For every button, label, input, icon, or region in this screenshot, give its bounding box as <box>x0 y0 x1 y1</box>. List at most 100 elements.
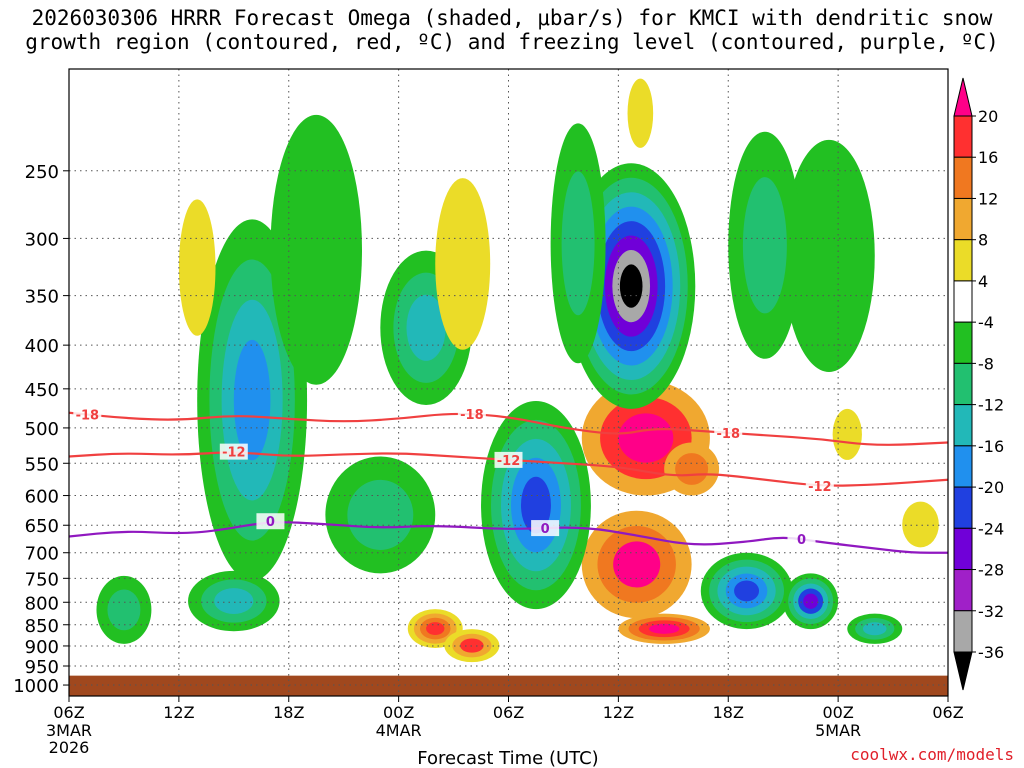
y-tick-label-750: 750 <box>25 569 59 590</box>
colorbar-segment-10 <box>953 486 973 529</box>
y-tick-label-550: 550 <box>25 454 59 475</box>
omega-sink-dawn-upper <box>728 131 802 359</box>
colorbar-segment-13 <box>953 610 973 653</box>
colorbar-segment-7 <box>953 362 973 406</box>
freezing-level-0-label-2: 0 <box>797 533 806 548</box>
omega-rise-top-level-0 <box>627 78 654 148</box>
omega-rise-4mar-low-level-3 <box>426 622 445 636</box>
credit-text: coolwx.com/models <box>850 745 1014 764</box>
colorbar-segment-5 <box>953 280 973 323</box>
omega-rise-east <box>664 442 720 496</box>
dgz-minus-12-label-1: -12 <box>497 454 521 469</box>
y-tick-label-600: 600 <box>25 487 59 508</box>
colorbar-segment-11 <box>953 527 973 571</box>
colorbar-label-0: 20 <box>978 107 998 126</box>
dgz-minus-12-label-bg-1 <box>494 451 523 468</box>
omega-sink-4mar-lower <box>325 456 436 574</box>
x-tick-label-6: 18Z <box>713 703 744 722</box>
omega-rise-early-upper-level-0 <box>178 199 216 336</box>
x-tick-label-7: 00Z <box>822 703 853 722</box>
omega-sink-dawn-upper-level-1 <box>742 177 787 314</box>
dgz-minus-12-label-bg-0 <box>219 443 248 460</box>
chart-title-line-2: growth region (contoured, red, ºC) and f… <box>25 30 999 54</box>
y-tick-label-950: 950 <box>25 657 59 678</box>
omega-rise-top <box>627 78 654 148</box>
colorbar-segment-3 <box>953 197 973 241</box>
omega-sink-afternoon-level-4 <box>734 580 760 602</box>
y-tick-label-700: 700 <box>25 544 59 565</box>
colorbar-label-5: -4 <box>978 313 994 332</box>
omega-rise-early-upper <box>178 199 216 336</box>
omega-sink-midday <box>481 400 591 610</box>
y-tick-label-850: 850 <box>25 616 59 637</box>
omega-sink-late-low-level-2 <box>862 622 887 636</box>
colorbar-segment-1 <box>953 115 973 158</box>
omega-sink-upper-east <box>550 123 606 364</box>
colorbar-segment-2 <box>953 156 973 199</box>
omega-strong-rise-core-level-2 <box>618 413 674 463</box>
freezing-level-0-label-0: 0 <box>266 515 275 530</box>
dgz-minus-18-label-bg-0 <box>73 406 102 423</box>
y-tick-label-400: 400 <box>25 336 59 357</box>
omega-rise-east-level-1 <box>675 453 709 485</box>
dgz-minus-18-label-2: -18 <box>717 427 741 442</box>
x-date-label-0: 3MAR <box>46 721 92 740</box>
x-tick-label-1: 12Z <box>163 703 194 722</box>
omega-sink-late-low <box>847 613 903 644</box>
x-axis-label: Forecast Time (UTC) <box>417 748 598 768</box>
omega-sink-midday-level-4 <box>520 476 551 534</box>
omega-rise-lower-core <box>581 510 692 619</box>
omega-rise-4mar-upper-level-0 <box>435 178 491 350</box>
y-tick-label-250: 250 <box>25 162 59 183</box>
omega-rise-right-upper-level-0 <box>832 408 862 460</box>
omega-sink-morning-lower <box>188 570 280 632</box>
x-tick-label-4: 06Z <box>493 703 524 722</box>
colorbar-label-6: -8 <box>978 354 994 373</box>
dgz-minus-18-label-bg-1 <box>457 406 486 423</box>
omega-rise-4mar-upper <box>435 178 491 350</box>
colorbar-segment-12 <box>953 569 973 612</box>
omega-sink-early-tall-level-3 <box>233 339 271 461</box>
x-tick-label-3: 00Z <box>383 703 414 722</box>
colorbar-label-12: -32 <box>978 602 1004 621</box>
x-tick-label-8: 06Z <box>932 703 963 722</box>
x-date-label-7: 5MAR <box>815 721 861 740</box>
omega-sink-late-upper <box>783 139 875 372</box>
omega-rise-lower-core-level-2 <box>613 541 661 588</box>
x-year-label-0: 2026 <box>49 738 90 757</box>
colorbar-label-4: 4 <box>978 272 988 291</box>
dgz-minus-12-label-0: -12 <box>222 446 246 461</box>
freezing-level-0-label-bg-1 <box>531 520 560 537</box>
colorbar-segment-9 <box>953 445 973 488</box>
chart-title-line-1: 2026030306 HRRR Forecast Omega (shaded, … <box>31 6 993 30</box>
y-tick-label-900: 900 <box>25 637 59 658</box>
omega-sink-4mar-lower-level-1 <box>347 479 414 550</box>
omega-sink-evening-level-4 <box>803 593 819 609</box>
omega-sink-late-upper-level-0 <box>783 139 875 372</box>
y-tick-label-350: 350 <box>25 287 59 308</box>
dgz-minus-18-label-bg-2 <box>714 424 743 441</box>
omega-sink-afternoon <box>700 552 793 630</box>
x-tick-label-2: 18Z <box>273 703 304 722</box>
colorbar-label-3: 8 <box>978 231 988 250</box>
y-tick-label-300: 300 <box>25 229 59 250</box>
dgz-minus-18-label-1: -18 <box>460 408 484 423</box>
colorbar-label-1: 16 <box>978 148 998 167</box>
omega-sink-upper-east-level-1 <box>561 171 595 316</box>
colorbar-label-7: -12 <box>978 396 1004 415</box>
dgz-minus-18-label-0: -18 <box>76 409 100 424</box>
freezing-level-0-label-bg-0 <box>256 513 285 530</box>
omega-sink-upper-core-level-7 <box>619 264 643 308</box>
omega-rise-low-lobe <box>618 613 710 644</box>
omega-rise-far-right <box>902 501 939 548</box>
colorbar-label-2: 12 <box>978 189 998 208</box>
omega-sink-4mar-upper-level-2 <box>406 294 446 361</box>
colorbar-label-8: -16 <box>978 437 1004 456</box>
omega-sink-early-low <box>96 575 152 644</box>
x-tick-label-0: 06Z <box>53 703 84 722</box>
x-date-label-3: 4MAR <box>376 721 422 740</box>
y-tick-label-650: 650 <box>25 516 59 537</box>
y-tick-label-450: 450 <box>25 380 59 401</box>
colorbar-label-10: -24 <box>978 519 1004 538</box>
colorbar-top-arrow <box>953 77 973 117</box>
